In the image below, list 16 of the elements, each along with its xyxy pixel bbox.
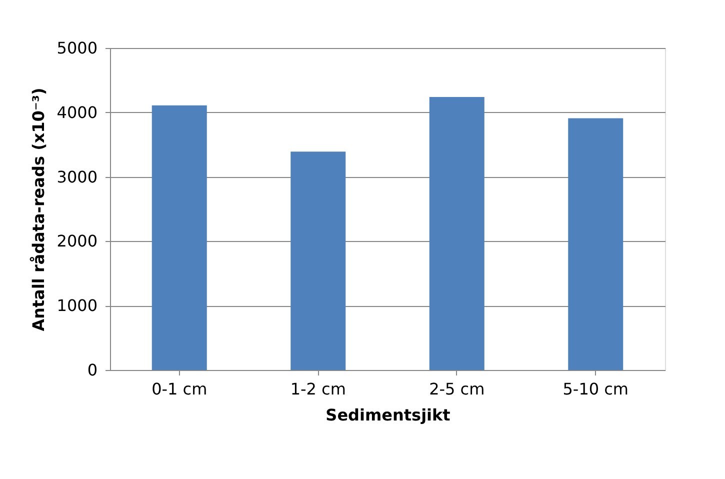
bar	[290, 152, 346, 370]
y-axis-title: Antall rådata-reads (x10⁻³)	[28, 88, 48, 332]
x-axis-title: Sedimentsjikt	[326, 406, 451, 424]
y-tick-label: 2000	[56, 232, 98, 251]
y-tick-label: 1000	[56, 296, 98, 316]
y-tick-label: 5000	[56, 38, 98, 58]
bar	[429, 96, 484, 370]
y-tick-label: 4000	[56, 102, 98, 122]
x-tick-label: 0-1 cm	[152, 380, 208, 398]
y-tick-label: 3000	[56, 167, 98, 186]
bar	[568, 118, 624, 370]
y-tick-label: 0	[87, 360, 98, 380]
x-tick-label: 1-2 cm	[290, 380, 346, 398]
x-tick-label: 2-5 cm	[429, 380, 485, 398]
x-tick-label: 5-10 cm	[562, 380, 629, 398]
bar	[152, 105, 207, 370]
